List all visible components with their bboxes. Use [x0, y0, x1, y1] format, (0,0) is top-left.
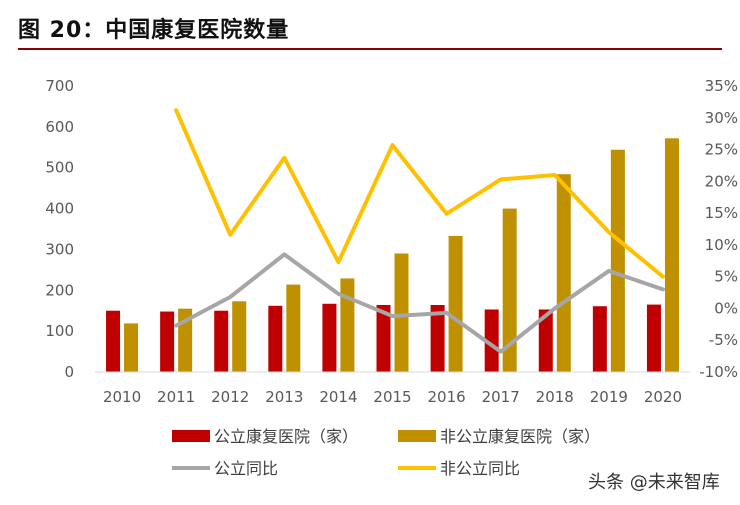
bar-public	[214, 310, 229, 372]
y-left-tick-label: 500	[45, 159, 74, 177]
legend-label: 公立康复医院（家）	[214, 427, 358, 446]
bar-public	[430, 304, 445, 372]
x-tick-label: 2010	[103, 388, 141, 406]
bar-private	[124, 323, 139, 372]
x-tick-label: 2012	[211, 388, 249, 406]
bar-public	[106, 310, 121, 372]
bar-public	[592, 306, 607, 372]
y-right-tick-label: 15%	[705, 204, 738, 222]
x-tick-label: 2014	[319, 388, 357, 406]
y-left-tick-label: 600	[45, 118, 74, 136]
legend-label: 公立同比	[214, 459, 278, 478]
x-tick-label: 2019	[590, 388, 628, 406]
x-tick-label: 2011	[157, 388, 195, 406]
y-left-tick-label: 200	[45, 281, 74, 299]
y-left-tick-label: 400	[45, 200, 74, 218]
y-left-tick-label: 700	[45, 77, 74, 95]
bar-private	[394, 253, 409, 372]
bar-public	[322, 303, 337, 372]
title-underline	[18, 48, 722, 50]
y-right-tick-label: -5%	[709, 331, 738, 349]
bar-private	[448, 235, 463, 372]
bar-private	[286, 284, 301, 372]
x-tick-label: 2020	[644, 388, 682, 406]
y-right-tick-label: 35%	[705, 77, 738, 95]
bar-public	[484, 309, 499, 372]
legend-swatch	[398, 430, 436, 442]
title-block: 图 20：中国康复医院数量	[18, 12, 722, 48]
y-right-tick-label: 20%	[705, 172, 738, 190]
legend-swatch	[172, 430, 210, 442]
bar-public	[268, 305, 283, 372]
y-right-tick-label: 25%	[705, 141, 738, 159]
legend-label: 非公立同比	[440, 459, 520, 478]
y-left-tick-label: 100	[45, 322, 74, 340]
bar-private	[556, 174, 571, 372]
bar-private	[232, 301, 247, 372]
line-private-yoy	[174, 108, 665, 279]
chart-title: 图 20：中国康复医院数量	[18, 18, 290, 43]
y-right-tick-label: -10%	[699, 363, 738, 381]
bar-private	[664, 138, 679, 372]
x-tick-label: 2015	[373, 388, 411, 406]
x-tick-label: 2017	[482, 388, 520, 406]
bar-public	[160, 311, 175, 372]
bar-public	[538, 309, 553, 372]
watermark: 头条 @未来智库	[588, 472, 720, 493]
y-right-tick-label: 0%	[714, 299, 738, 317]
bar-public	[646, 304, 661, 372]
x-tick-label: 2018	[536, 388, 574, 406]
y-right-tick-label: 30%	[705, 109, 738, 127]
x-tick-label: 2016	[427, 388, 465, 406]
y-left-tick-label: 0	[64, 363, 74, 381]
y-right-tick-label: 5%	[714, 268, 738, 286]
bar-private	[502, 208, 517, 372]
y-right-tick-label: 10%	[705, 236, 738, 254]
bar-private	[340, 278, 355, 372]
bar-private	[610, 149, 625, 372]
y-left-tick-label: 300	[45, 240, 74, 258]
legend-label: 非公立康复医院（家）	[440, 427, 600, 446]
x-tick-label: 2013	[265, 388, 303, 406]
bar-public	[376, 304, 391, 372]
line-public-yoy	[174, 252, 665, 354]
